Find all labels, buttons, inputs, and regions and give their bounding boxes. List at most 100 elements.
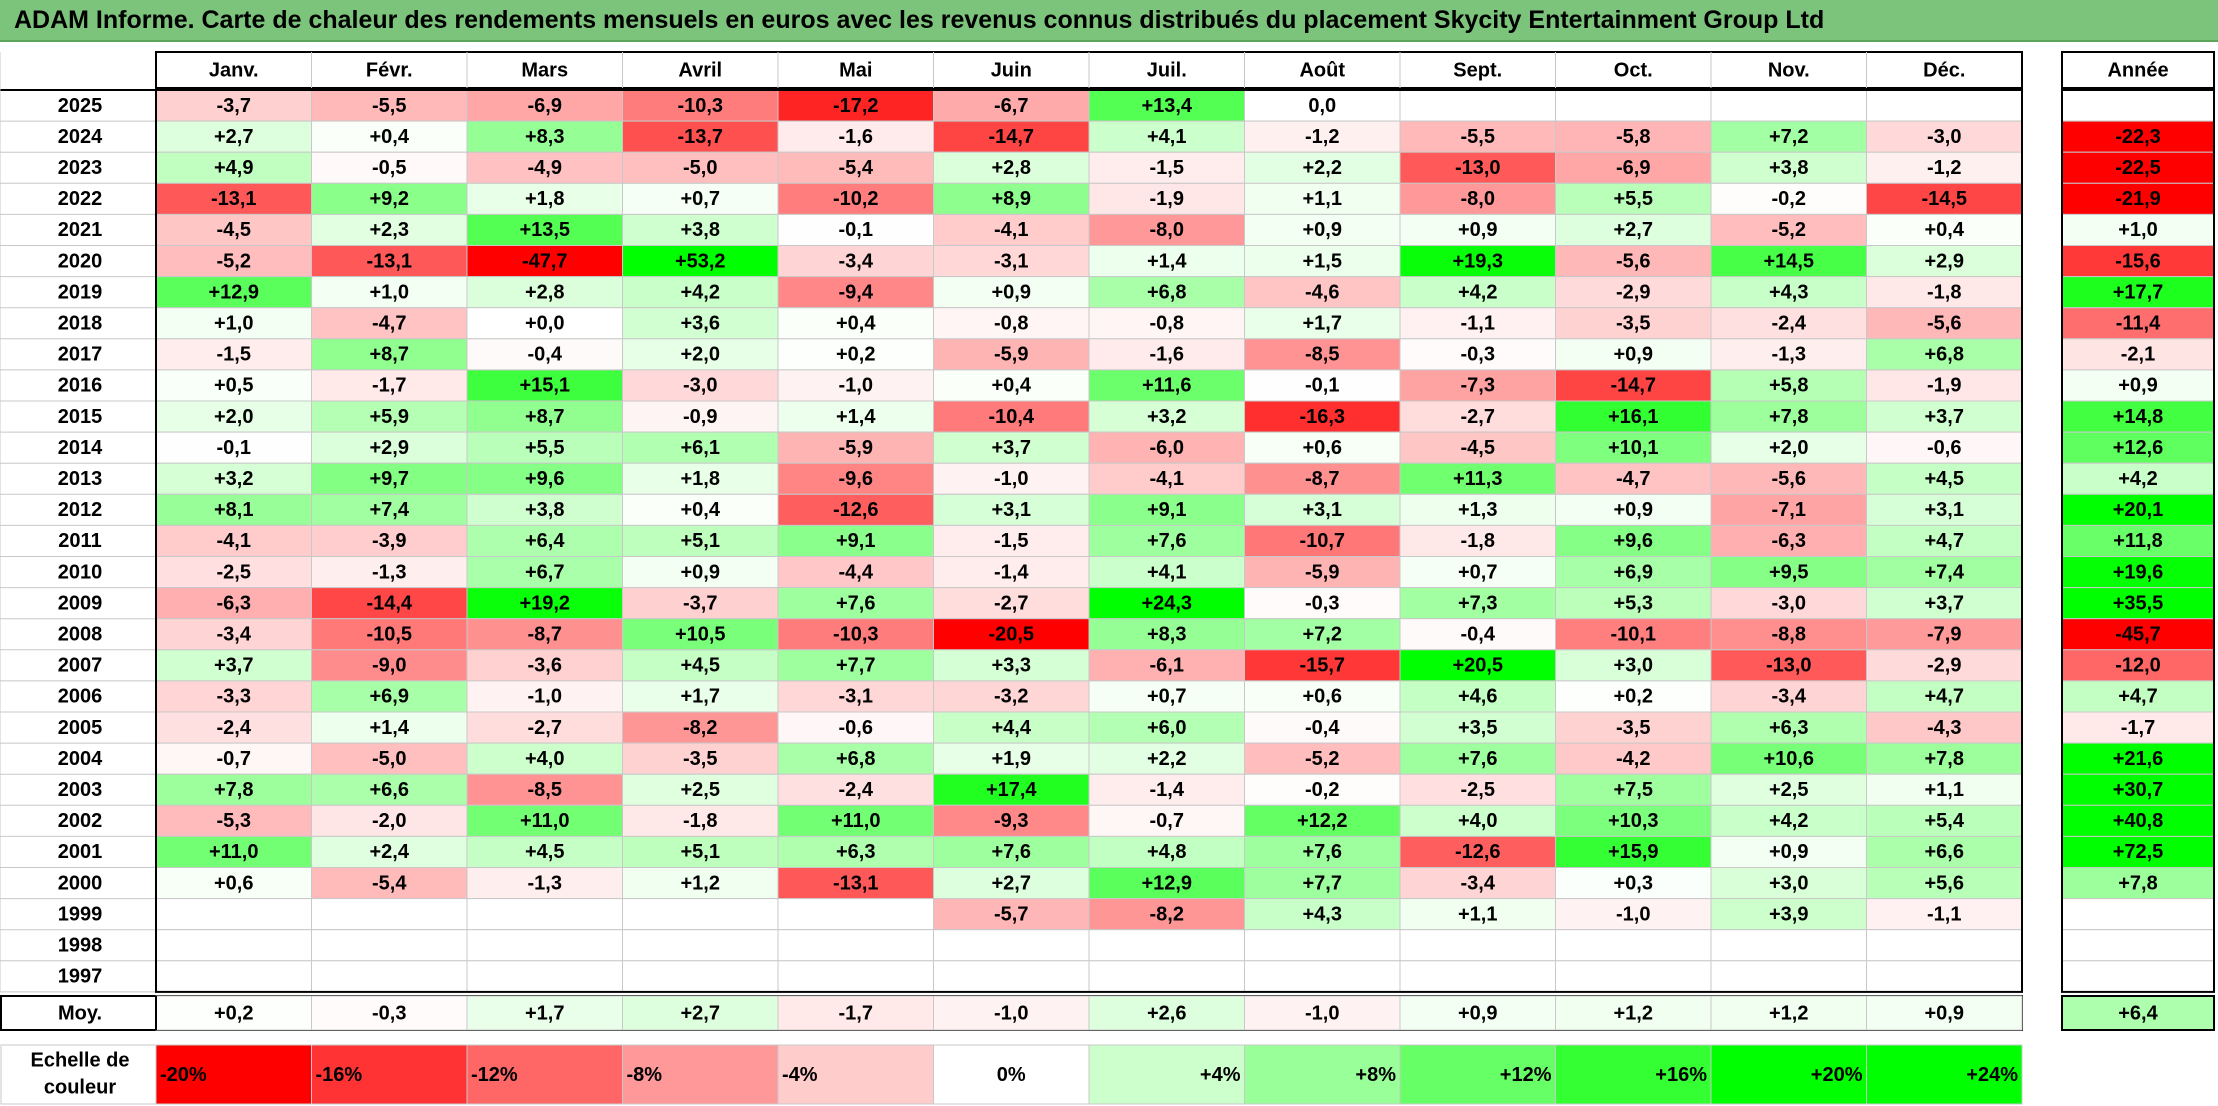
cell-value: -3,7 bbox=[683, 592, 717, 614]
cell-value: +4,1 bbox=[1147, 126, 1186, 148]
heatmap-cell bbox=[777, 742, 934, 775]
average-value: -1,0 bbox=[994, 1002, 1028, 1024]
annual-value: +40,8 bbox=[2113, 810, 2164, 832]
heatmap-cell bbox=[933, 213, 1090, 246]
annual-value: -11,4 bbox=[2116, 313, 2161, 335]
cell-value: +1,4 bbox=[1147, 250, 1187, 272]
annual-value: -21,9 bbox=[2115, 188, 2161, 210]
cell-value: +4,5 bbox=[525, 841, 564, 863]
heatmap-cell bbox=[777, 307, 934, 340]
heatmap-cell bbox=[1710, 773, 1867, 806]
cell-value: -4,3 bbox=[1927, 717, 1961, 739]
heatmap-cell bbox=[777, 369, 934, 402]
heatmap-cell bbox=[1866, 556, 2023, 589]
cell-value: -1,5 bbox=[1150, 157, 1184, 179]
cell-value: -8,2 bbox=[683, 717, 717, 739]
cell-value: -1,8 bbox=[683, 810, 717, 832]
heatmap-cell bbox=[466, 742, 623, 775]
cell-value: -14,7 bbox=[1610, 375, 1656, 397]
heatmap-cell bbox=[1710, 151, 1867, 184]
heatmap-cell bbox=[1866, 213, 2023, 246]
average-cell bbox=[466, 995, 623, 1031]
cell-value: +1,1 bbox=[1925, 779, 1964, 801]
heatmap-cell bbox=[1555, 182, 1712, 215]
heatmap-cell bbox=[1866, 960, 2023, 993]
heatmap-cell bbox=[1555, 835, 1712, 869]
cell-value: +13,5 bbox=[519, 219, 570, 241]
heatmap-cell bbox=[1866, 618, 2023, 651]
heatmap-cell bbox=[1710, 898, 1867, 931]
cell-value: +7,3 bbox=[1458, 592, 1497, 614]
heatmap-cell bbox=[466, 182, 623, 215]
heatmap-cell bbox=[1710, 556, 1867, 589]
heatmap-cell bbox=[622, 182, 779, 215]
heatmap-cell bbox=[1866, 773, 2023, 806]
cell-value: +3,8 bbox=[1769, 157, 1808, 179]
cell-value: +0,9 bbox=[1614, 499, 1653, 521]
heatmap-cell bbox=[1399, 587, 1556, 620]
cell-value: -2,4 bbox=[217, 717, 252, 739]
year-label: 1997 bbox=[58, 966, 103, 988]
cell-value: +8,9 bbox=[992, 188, 1031, 210]
scale-label: +12% bbox=[1500, 1064, 1552, 1086]
cell-value: -1,2 bbox=[1305, 126, 1339, 148]
cell-value: -10,3 bbox=[677, 95, 723, 117]
chart-title: ADAM Informe. Carte de chaleur des rende… bbox=[14, 6, 1825, 34]
annual-cell bbox=[2061, 929, 2215, 962]
heatmap-cell bbox=[622, 867, 779, 900]
cell-value: +7,8 bbox=[1769, 406, 1808, 428]
heatmap-cell bbox=[1555, 245, 1712, 278]
cell-value: -4,4 bbox=[839, 561, 874, 583]
heatmap-cell bbox=[1710, 867, 1867, 900]
cell-value: -1,4 bbox=[1150, 779, 1185, 801]
cell-value: -4,1 bbox=[1150, 468, 1184, 490]
cell-value: +7,7 bbox=[1303, 872, 1342, 894]
scale-label: +20% bbox=[1811, 1064, 1863, 1086]
heatmap-cell bbox=[1088, 556, 1245, 589]
cell-value: -1,6 bbox=[1150, 344, 1184, 366]
cell-value: +0,7 bbox=[1147, 686, 1186, 708]
heatmap-cell bbox=[466, 867, 623, 900]
heatmap-cell bbox=[777, 338, 934, 371]
cell-value: -0,1 bbox=[217, 437, 251, 459]
month-header-5: Mai bbox=[839, 59, 872, 81]
cell-value: +7,6 bbox=[1147, 530, 1186, 552]
annual-value: +17,7 bbox=[2113, 281, 2164, 303]
heatmap-cell bbox=[1244, 835, 1401, 869]
year-label: 2011 bbox=[58, 530, 101, 552]
annual-cell bbox=[2061, 898, 2215, 931]
cell-value: +0,7 bbox=[1458, 561, 1497, 583]
scale-label: -4% bbox=[782, 1064, 818, 1086]
heatmap-cell bbox=[933, 960, 1090, 993]
cell-value: +2,2 bbox=[1303, 157, 1342, 179]
heatmap-cell bbox=[311, 556, 468, 589]
heatmap-cell bbox=[1088, 680, 1245, 713]
heatmap-cell bbox=[933, 618, 1090, 651]
heatmap-cell bbox=[1399, 835, 1556, 869]
cell-value: -6,3 bbox=[217, 592, 251, 614]
month-header-9: Sept. bbox=[1453, 59, 1502, 81]
cell-value: -1,1 bbox=[1927, 903, 1961, 925]
heatmap-cell bbox=[622, 151, 779, 184]
cell-value: +10,3 bbox=[1608, 810, 1659, 832]
cell-value: -1,1 bbox=[1461, 313, 1495, 335]
heatmap-cell bbox=[777, 898, 934, 931]
average-annual-cell bbox=[2061, 995, 2215, 1031]
cell-value: +11,3 bbox=[1453, 468, 1503, 490]
cell-value: +4,2 bbox=[1769, 810, 1808, 832]
cell-value: +4,6 bbox=[1458, 686, 1497, 708]
heatmap-cell bbox=[311, 773, 468, 806]
scale-swatch bbox=[1866, 1044, 2023, 1105]
cell-value: +11,0 bbox=[209, 841, 259, 863]
cell-value: -0,9 bbox=[683, 406, 717, 428]
cell-value: +9,1 bbox=[1147, 499, 1186, 521]
cell-value: +0,6 bbox=[214, 872, 253, 894]
heatmap-cell bbox=[311, 618, 468, 651]
heatmap-cell bbox=[1244, 618, 1401, 651]
cell-value: -1,3 bbox=[372, 561, 406, 583]
heatmap-cell bbox=[311, 898, 468, 931]
heatmap-cell bbox=[1399, 276, 1556, 309]
average-cell bbox=[311, 995, 468, 1031]
cell-value: -5,9 bbox=[994, 344, 1028, 366]
heatmap-cell bbox=[622, 89, 779, 122]
